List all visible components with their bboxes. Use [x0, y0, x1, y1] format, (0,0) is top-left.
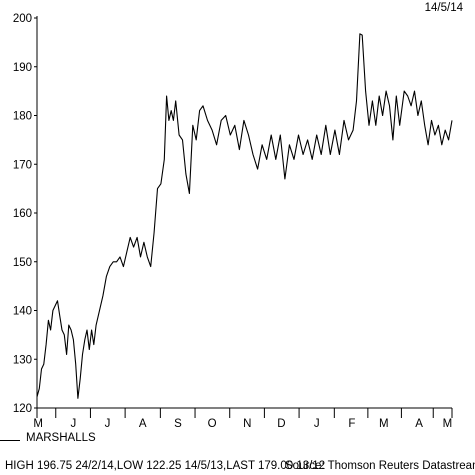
high-low-last-summary: HIGH 196.75 24/2/14,LOW 122.25 14/5/13,L… — [5, 460, 326, 472]
x-tick-label-5: O — [208, 418, 217, 430]
chart-date: 14/5/14 — [424, 2, 463, 14]
y-tick-label-150: 150 — [13, 257, 32, 269]
y-tick-label-180: 180 — [13, 111, 32, 123]
y-axis: 120 130 140 150 160 170 180 190 200 — [13, 13, 38, 415]
x-tick-label-10: M — [379, 418, 389, 430]
x-tick-label-3: A — [139, 418, 147, 430]
x-tick-label-12: M — [443, 418, 453, 430]
y-tick-label-130: 130 — [13, 354, 32, 366]
x-tick-label-11: A — [415, 418, 423, 430]
y-tick-label-120: 120 — [13, 403, 32, 415]
legend-series-name: MARSHALLS — [26, 432, 96, 444]
source-credit: Source: Thomson Reuters Datastream — [285, 460, 475, 472]
x-tick-label-4: S — [174, 418, 182, 430]
x-tick-label-7: D — [277, 418, 285, 430]
y-tick-label-160: 160 — [13, 208, 32, 220]
x-tick-label-8: J — [314, 418, 320, 430]
series-layer — [36, 33, 453, 399]
x-tick-label-6: N — [243, 418, 251, 430]
x-tick-label-1: J — [71, 418, 77, 430]
y-tick-label-170: 170 — [13, 159, 32, 171]
y-tick-label-200: 200 — [13, 13, 32, 25]
y-tick-label-140: 140 — [13, 306, 32, 318]
x-tick-label-0: M — [33, 418, 43, 430]
series-line-0 — [36, 33, 453, 399]
x-tick-label-2: J — [105, 418, 111, 430]
x-tick-label-9: F — [348, 418, 355, 430]
y-tick-label-190: 190 — [13, 62, 32, 74]
legend-line-swatch — [0, 440, 20, 441]
